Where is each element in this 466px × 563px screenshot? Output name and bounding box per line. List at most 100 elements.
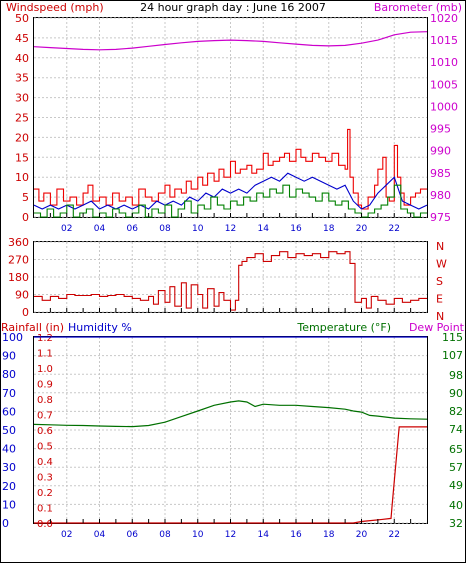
wind-panel-x-tick-label: 16: [290, 224, 302, 234]
direction-y-tick-label: 360: [8, 236, 29, 249]
humidity-y-tick-label: 10: [2, 498, 16, 511]
humidity-y-tick-label: 90: [2, 350, 16, 363]
rain-panel-x-tick-label: 06: [127, 530, 139, 540]
wind-y-tick-label: 45: [15, 32, 29, 45]
gust-series-line: [34, 128, 427, 210]
temperature-y-tick-label: 32: [449, 517, 463, 530]
compass-label: E: [436, 293, 443, 306]
temperature-y-tick-label: 90: [449, 387, 463, 400]
wind-y-tick-label: 25: [15, 112, 29, 125]
humidity-y-tick-label: 60: [2, 405, 16, 418]
temperature-y-tick-label: 57: [449, 461, 463, 474]
wind-panel-x-tick-label: 18: [323, 224, 335, 234]
temperature-y-tick-label: 65: [449, 443, 463, 456]
rain-y-tick-label: 1.2: [37, 333, 53, 344]
humidity-y-tick-label: 80: [2, 368, 16, 381]
rainfall-axis-label: Rainfall (in): [1, 321, 64, 334]
temperature-y-tick-label: 115: [442, 331, 463, 344]
rain-y-tick-label: 0.2: [37, 488, 53, 499]
wind-y-tick-label: 15: [15, 151, 29, 164]
rain-y-tick-label: 0.6: [37, 426, 53, 437]
barometer-y-tick-label: 1010: [430, 56, 458, 69]
wind-y-tick-label: 10: [15, 171, 29, 184]
humidity-y-tick-label: 30: [2, 461, 16, 474]
wind-y-tick-label: 35: [15, 72, 29, 85]
wind-panel-x-tick-label: 02: [61, 224, 72, 234]
chart-marks: 0510152025303540455097598098599099510001…: [2, 12, 463, 540]
temperature-y-tick-label: 74: [449, 423, 463, 436]
humidity-y-tick-label: 100: [2, 331, 23, 344]
rain-y-tick-label: 0.4: [37, 457, 53, 468]
rain-panel-x-tick-label: 16: [290, 530, 302, 540]
barometer-y-tick-label: 1005: [430, 78, 458, 91]
barometer-y-tick-label: 990: [430, 145, 451, 158]
barometer-y-tick-label: 1015: [430, 34, 458, 47]
direction-y-tick-label: 270: [8, 254, 29, 267]
rain-y-tick-label: 1.0: [37, 364, 53, 375]
wind-y-tick-label: 50: [15, 12, 29, 25]
temperature-y-tick-label: 82: [449, 405, 463, 418]
barometer-y-tick-label: 1000: [430, 100, 458, 113]
wind-y-tick-label: 0: [22, 211, 29, 224]
barometer-series-line: [33, 31, 428, 51]
wind-panel-x-tick-label: 20: [356, 224, 368, 234]
humidity-y-tick-label: 50: [2, 424, 16, 437]
rain-y-tick-label: 0.3: [37, 473, 53, 484]
rain-y-tick-label: 0.9: [37, 380, 53, 391]
humidity-y-tick-label: 70: [2, 387, 16, 400]
direction-y-tick-label: 0: [22, 306, 29, 319]
wind-y-tick-label: 5: [22, 191, 29, 204]
temperature-y-tick-label: 107: [442, 349, 463, 362]
rain-panel-x-tick-label: 08: [159, 530, 171, 540]
temperature-y-tick-label: 40: [449, 499, 463, 512]
wind-y-tick-label: 20: [15, 131, 29, 144]
rain-series-line: [34, 426, 427, 524]
dewpoint-axis-label: Dew Point: [409, 321, 465, 334]
temperature-y-tick-label: 49: [449, 479, 463, 492]
rain-panel-x-tick-label: 04: [94, 530, 106, 540]
windspeed-axis-label: Windspeed (mph): [6, 1, 104, 14]
rain-y-tick-label: 0.5: [37, 442, 53, 453]
direction-y-tick-label: 90: [15, 289, 29, 302]
rain-panel-x-tick-label: 18: [323, 530, 335, 540]
temperature-axis-label: Temperature (°F): [296, 321, 391, 334]
rain-panel-x-tick-label: 02: [61, 530, 72, 540]
compass-label: N: [436, 240, 444, 253]
rain-panel-x-tick-label: 12: [225, 530, 236, 540]
humidity-y-tick-label: 20: [2, 480, 16, 493]
humidity-axis-label: Humidity %: [68, 321, 132, 334]
barometer-y-tick-label: 980: [430, 189, 451, 202]
rain-y-tick-label: 0.1: [37, 504, 53, 515]
wind-panel-x-tick-label: 06: [127, 224, 139, 234]
barometer-axis-label: Barometer (mb): [374, 1, 462, 14]
humidity-y-tick-label: 40: [2, 443, 16, 456]
barometer-y-tick-label: 985: [430, 167, 451, 180]
wind-y-tick-label: 30: [15, 92, 29, 105]
rain-panel-x-tick-label: 14: [258, 530, 270, 540]
rain-y-tick-label: 1.1: [37, 349, 53, 360]
compass-label: N: [436, 310, 444, 323]
compass-label: S: [436, 275, 443, 288]
wind-panel-x-tick-label: 12: [225, 224, 236, 234]
wind-panel-x-tick-label: 08: [159, 224, 171, 234]
temperature-series-line: [33, 400, 428, 428]
barometer-y-tick-label: 995: [430, 123, 451, 136]
rain-y-tick-label: 0.7: [37, 411, 53, 422]
barometer-y-tick-label: 1020: [430, 12, 458, 25]
rain-panel-x-tick-label: 22: [389, 530, 400, 540]
rain-y-tick-label: 0.0: [37, 519, 53, 530]
wind-direction-series-line: [34, 251, 427, 311]
wind-panel-x-tick-label: 10: [192, 224, 204, 234]
wind-panel-x-tick-label: 14: [258, 224, 270, 234]
rain-panel-x-tick-label: 20: [356, 530, 368, 540]
chart-title: 24 hour graph day : June 16 2007: [140, 1, 326, 14]
wind-panel-x-tick-label: 04: [94, 224, 106, 234]
humidity-y-tick-label: 0: [2, 517, 9, 530]
wind-y-tick-label: 40: [15, 52, 29, 65]
compass-label: W: [436, 258, 447, 271]
rain-panel-x-tick-label: 10: [192, 530, 204, 540]
rain-y-tick-label: 0.8: [37, 395, 53, 406]
